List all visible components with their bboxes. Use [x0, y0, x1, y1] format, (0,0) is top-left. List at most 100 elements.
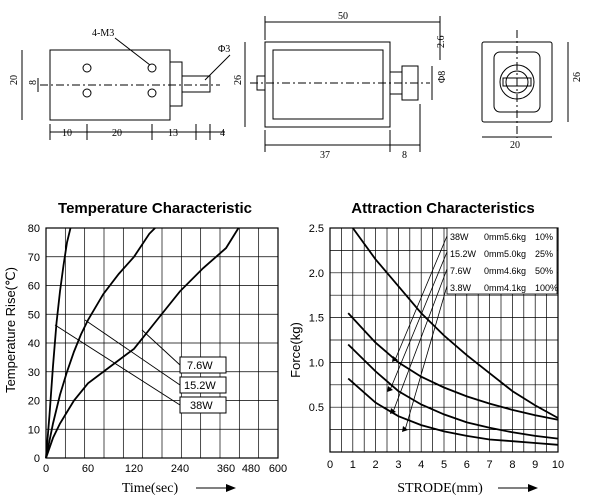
attr-x-axis-label: STRODE(mm) — [397, 481, 483, 496]
length-label: 50 — [338, 11, 348, 22]
front-view-drawing — [244, 16, 441, 152]
attr-x-arrow-icon — [498, 484, 538, 492]
attr-legend-stroke: 0mm — [484, 249, 504, 259]
attr-legend-stroke: 0mm — [484, 283, 504, 293]
attr-legend-power: 15.2W — [450, 249, 477, 259]
temp-x-tick: 600 — [269, 463, 287, 475]
height-dim-label: 20 — [9, 75, 20, 85]
attr-legend-stroke: 0mm — [484, 266, 504, 276]
shaft-dia-label: Φ3 — [218, 44, 230, 55]
attr-series-7-6w — [347, 343, 559, 440]
attr-x-tick: 2 — [373, 459, 379, 471]
attr-y-tick: 2.0 — [309, 268, 324, 280]
attr-legend-leaders — [389, 235, 448, 431]
plunger-length-label: 8 — [402, 150, 407, 161]
attr-y-tick: 1.0 — [309, 357, 324, 369]
side-view-drawing — [21, 37, 231, 140]
inner-dim-label: 8 — [28, 80, 39, 85]
temp-y-tick: 0 — [34, 453, 40, 465]
attr-x-tick-labels: 0 1 2 3 4 5 6 7 8 9 10 — [327, 459, 564, 471]
attr-chart-title: Attraction Characteristics — [351, 200, 534, 217]
attr-x-tick: 3 — [395, 459, 401, 471]
temp-grid — [45, 227, 279, 459]
attr-y-tick: 2.5 — [309, 223, 324, 235]
temp-series-38w — [45, 227, 72, 459]
temperature-chart: Temperature Characteristic 0 10 20 30 40 50 60… — [3, 200, 287, 496]
temp-x-tick: 360 — [217, 463, 235, 475]
temp-y-tick: 50 — [28, 309, 40, 321]
temp-y-tick: 30 — [28, 367, 40, 379]
attr-legend-force: 5.0kg — [504, 249, 526, 259]
attr-legend-duty: 25% — [535, 249, 553, 259]
end-view-plunger — [505, 70, 529, 94]
screw-leader — [114, 37, 151, 66]
attr-grid — [329, 227, 559, 453]
front-view-labels: 50 26 2.6 Φ8 37 8 — [233, 11, 448, 161]
side-view-flange — [169, 61, 183, 107]
temp-y-tick: 80 — [28, 223, 40, 235]
attr-y-tick-labels: 0.5 1.0 1.5 2.0 2.5 — [309, 223, 324, 414]
temp-series-7-6w — [45, 227, 240, 459]
attr-x-tick: 1 — [350, 459, 356, 471]
temp-y-tick: 10 — [28, 424, 40, 436]
temp-series-group — [45, 227, 240, 459]
attr-legend: 38W 0mm 5.6kg 10%15.2W 0mm 5.0kg 25%7.6W 0mm 4.6… — [450, 232, 558, 293]
attr-legend-power: 3.8W — [450, 283, 472, 293]
screw-hole-icon — [147, 63, 157, 73]
screw-hole-icon — [82, 63, 92, 73]
dim-label-b: 20 — [112, 128, 122, 139]
temp-x-tick-labels: 0 60 120 240 360 480 600 — [43, 463, 287, 475]
shaft-leader — [204, 54, 231, 81]
front-height-label: 26 — [233, 75, 244, 85]
attr-legend-stroke: 0mm — [484, 232, 504, 242]
temp-x-tick: 60 — [82, 463, 94, 475]
attr-legend-force: 4.6kg — [504, 266, 526, 276]
temp-x-tick: 480 — [242, 463, 260, 475]
plunger-dia-label: Φ8 — [437, 71, 448, 83]
stroke-label: 2.6 — [436, 36, 447, 49]
attr-legend-force: 4.1kg — [504, 283, 526, 293]
attr-x-tick: 4 — [418, 459, 424, 471]
temp-y-tick-labels: 0 10 20 30 40 50 60 70 80 — [28, 223, 40, 465]
temp-x-arrow-icon — [196, 484, 236, 492]
temp-chart-title: Temperature Characteristic — [58, 200, 252, 217]
attr-x-tick: 9 — [532, 459, 538, 471]
attr-x-tick: 10 — [552, 459, 564, 471]
attr-series-group — [347, 227, 559, 446]
temp-x-tick: 0 — [43, 463, 49, 475]
legend-7-6w: 7.6W — [187, 360, 213, 372]
attr-y-axis-label: Force(kg) — [288, 322, 303, 378]
end-view-drawing — [481, 30, 569, 138]
attr-legend-box — [446, 227, 558, 295]
attr-legend-duty: 10% — [535, 232, 553, 242]
dim-label-c: 13 — [168, 128, 178, 139]
temp-y-tick: 40 — [28, 338, 40, 350]
temp-x-tick: 120 — [125, 463, 143, 475]
attr-y-tick: 1.5 — [309, 313, 324, 325]
temp-legend-leaders — [54, 319, 181, 406]
end-height-label: 26 — [572, 72, 583, 82]
attr-legend-duty: 100% — [535, 283, 558, 293]
attr-x-tick: 5 — [441, 459, 447, 471]
temp-y-tick: 60 — [28, 281, 40, 293]
attr-x-tick: 6 — [464, 459, 470, 471]
screw-hole-icon — [82, 88, 92, 98]
attr-x-tick: 8 — [509, 459, 515, 471]
front-view-coil — [272, 49, 384, 120]
screw-label: 4-M3 — [92, 28, 114, 39]
temp-y-axis-label: Temperature Rise(℃) — [3, 267, 18, 393]
attr-y-tick: 0.5 — [309, 402, 324, 414]
temp-x-axis-label: Time(sec) — [122, 481, 179, 496]
attraction-chart: Attraction Characteristics 0.5 1.0 1.5 2.0 2… — [288, 200, 564, 496]
screw-hole-icon — [147, 88, 157, 98]
attr-leader-arrowheads — [387, 356, 408, 432]
attr-legend-force: 5.6kg — [504, 232, 526, 242]
dim-label-a: 10 — [62, 128, 72, 139]
temp-y-tick: 70 — [28, 252, 40, 264]
front-view-frame — [264, 41, 391, 128]
legend-38w: 38W — [190, 400, 213, 412]
attr-x-tick: 7 — [487, 459, 493, 471]
temp-series-15-2w — [45, 227, 156, 459]
attr-x-tick: 0 — [327, 459, 333, 471]
